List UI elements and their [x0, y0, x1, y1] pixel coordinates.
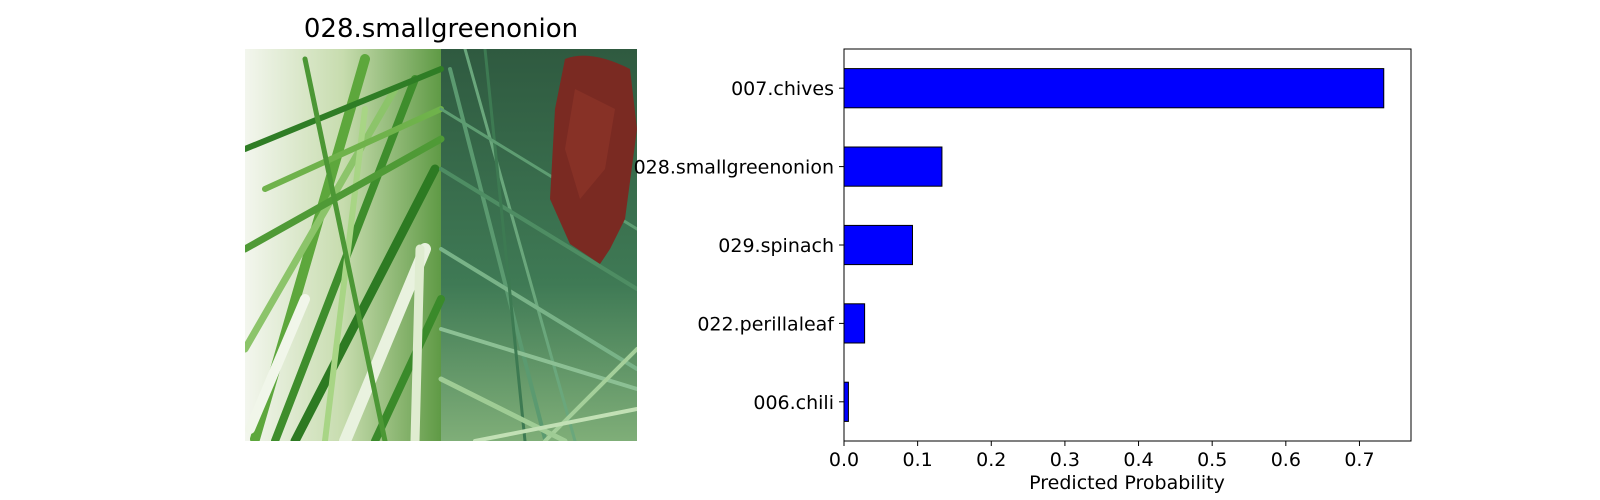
bar-022.perillaleaf	[843, 303, 866, 344]
bar-006.chili	[843, 381, 849, 422]
green-onion-photo	[245, 49, 637, 441]
bar-007.chives	[843, 68, 1385, 109]
bar-028.smallgreenonion	[843, 146, 943, 187]
x-tick-label: 0.7	[1344, 449, 1374, 471]
x-tick-label: 0.3	[1050, 449, 1080, 471]
y-tick-label: 029.spinach	[718, 235, 834, 257]
x-tick-label: 0.1	[903, 449, 933, 471]
x-axis-label: Predicted Probability	[1029, 472, 1225, 494]
x-tick-label: 0.5	[1197, 449, 1227, 471]
y-tick-labels: 007.chives 028.smallgreenonion 029.spinach…	[634, 78, 844, 414]
x-tick-label: 0.6	[1271, 449, 1301, 471]
bar-029.spinach	[843, 224, 913, 266]
x-ticks: 0.0 0.1 0.2 0.3 0.4 0.5 0.6 0.7	[829, 441, 1375, 471]
y-tick-label: 022.perillaleaf	[697, 313, 835, 335]
bars-group	[843, 68, 1385, 422]
y-tick-label: 006.chili	[753, 392, 834, 414]
x-tick-label: 0.4	[1123, 449, 1153, 471]
plot-frame	[843, 48, 1412, 442]
y-tick-label: 028.smallgreenonion	[634, 157, 834, 179]
x-tick-label: 0.2	[976, 449, 1006, 471]
image-title: 028.smallgreenonion	[303, 14, 579, 44]
x-tick-label: 0.0	[829, 449, 859, 471]
y-tick-label: 007.chives	[731, 78, 834, 100]
photo-svg	[245, 49, 637, 441]
